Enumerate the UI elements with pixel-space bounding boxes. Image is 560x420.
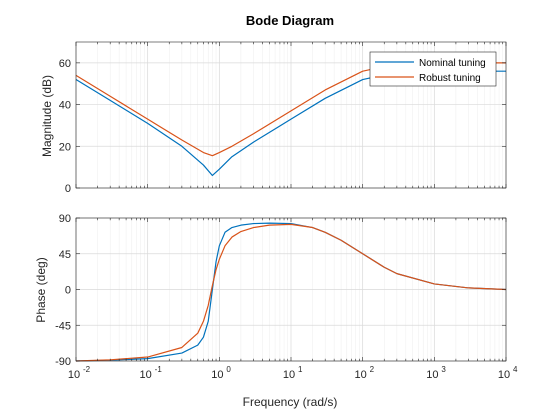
phase-x-tick-label: 10: [140, 369, 152, 381]
chart-title: Bode Diagram: [246, 13, 334, 28]
magnitude-y-tick-label: 20: [59, 141, 71, 153]
phase-x-tick-exponent: 2: [370, 365, 375, 374]
phase-y-tick-label: -45: [55, 320, 71, 332]
magnitude-panel: 0 20 40 60: [59, 41, 507, 195]
phase-x-tick-exponent: -2: [83, 365, 91, 374]
phase-x-tick-exponent: 0: [226, 365, 231, 374]
magnitude-y-tick-label: 60: [59, 58, 71, 70]
magnitude-y-axis-label: Magnitude (dB): [40, 75, 54, 157]
phase-y-tick-label: 0: [65, 285, 71, 297]
phase-y-tick-label: 90: [59, 213, 71, 225]
phase-x-tick-label: 10: [68, 369, 80, 381]
phase-x-tick-label: 10: [426, 369, 438, 381]
phase-x-tick-label: 10: [498, 369, 510, 381]
phase-series-robust: [75, 223, 507, 362]
legend-box: [369, 51, 497, 87]
phase-x-tick-exponent: -1: [155, 365, 163, 374]
x-axis-label: Frequency (rad/s): [243, 395, 338, 409]
phase-x-tick-exponent: 1: [298, 365, 303, 374]
magnitude-y-tick-label: 0: [65, 183, 71, 195]
legend: Nominal tuning Robust tuning: [369, 51, 497, 87]
legend-label-robust: Robust tuning: [419, 73, 481, 84]
phase-y-axis-label: Phase (deg): [34, 257, 48, 322]
legend-label-nominal: Nominal tuning: [419, 58, 486, 69]
phase-y-tick-label: -90: [55, 356, 71, 368]
phase-x-tick-exponent: 3: [441, 365, 446, 374]
phase-x-tick-label: 10: [283, 369, 295, 381]
phase-y-tick-label: 45: [59, 249, 71, 261]
phase-x-tick-exponent: 4: [513, 365, 518, 374]
phase-x-tick-label: 10: [211, 369, 223, 381]
magnitude-y-tick-label: 40: [59, 100, 71, 112]
phase-x-tick-label: 10: [355, 369, 367, 381]
